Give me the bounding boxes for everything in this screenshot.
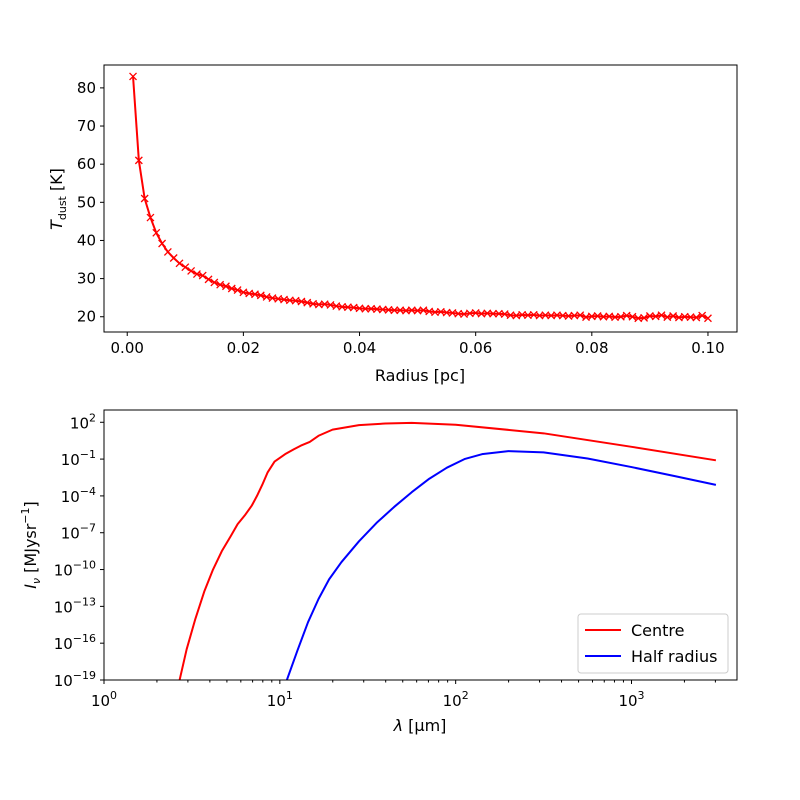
intensity-legend: Centre Half radius — [577, 613, 729, 674]
temperature-point — [657, 311, 666, 320]
temperature-point — [576, 311, 585, 320]
temperature-point — [628, 312, 637, 321]
legend-label-half-radius: Half radius — [631, 647, 717, 666]
intensity-y-axis-unit-post: ] — [21, 501, 40, 507]
temperature-point — [256, 291, 265, 300]
temperature-y-tick-label: 40 — [77, 231, 96, 249]
temperature-point — [669, 312, 678, 320]
intensity-x-tick-label: 103 — [618, 689, 644, 710]
temperature-x-axis-label: Radius [pc] — [375, 366, 465, 385]
temperature-point — [704, 314, 712, 323]
temperature-x-tick-label: 0.10 — [691, 339, 724, 357]
temperature-y-tick-label: 30 — [77, 270, 96, 288]
temperature-point — [152, 228, 161, 237]
intensity-x-tick-label: 102 — [443, 689, 469, 710]
intensity-x-axis-unit: [µm] — [403, 716, 446, 735]
temperature-y-axis-unit: [K] — [47, 168, 66, 196]
temperature-point — [692, 313, 701, 322]
temperature-point — [146, 213, 155, 222]
intensity-y-tick-label: 10−10 — [54, 559, 96, 580]
legend-box — [577, 613, 729, 674]
temperature-point — [129, 72, 137, 81]
intensity-y-tick-label: 10−13 — [54, 595, 96, 616]
temperature-point — [198, 271, 207, 280]
intensity-y-axis-var: I — [21, 584, 40, 589]
temperature-point — [361, 304, 370, 313]
intensity-y-tick-label: 102 — [70, 411, 96, 432]
temperature-line — [132, 76, 709, 320]
legend-label-centre: Centre — [631, 621, 685, 640]
temperature-point — [227, 284, 236, 293]
temperature-y-axis-var: T — [47, 219, 66, 230]
intensity-y-axis-label: Iν [MJysr−1] — [19, 501, 43, 589]
temperature-y-ticks: 20 30 40 50 60 70 80 — [77, 79, 104, 326]
temperature-point — [204, 275, 213, 284]
intensity-y-axis-unit-pre: [MJysr — [21, 523, 40, 578]
intensity-line-centre — [178, 421, 717, 680]
temperature-series — [129, 72, 712, 323]
temperature-point — [489, 309, 498, 318]
temperature-x-tick-label: 0.04 — [343, 339, 376, 357]
temperature-point — [163, 247, 172, 256]
intensity-y-tick-label: 10−4 — [61, 485, 96, 506]
temperature-y-tick-label: 70 — [77, 117, 96, 135]
temperature-x-tick-label: 0.02 — [227, 339, 260, 357]
temperature-point — [140, 194, 149, 203]
temperature-point — [698, 311, 707, 320]
temperature-point — [158, 239, 167, 248]
intensity-y-ticks: 102 10−1 10−4 10−7 10−10 10−13 10−16 10−19 — [54, 411, 104, 690]
temperature-plot-frame — [103, 64, 738, 333]
temperature-x-tick-label: 0.08 — [575, 339, 608, 357]
temperature-point — [390, 306, 399, 315]
intensity-panel: 100 101 102 103 10210−110−410−710−1010−1310… — [19, 409, 738, 735]
intensity-x-tick-label: 101 — [267, 689, 293, 710]
temperature-point — [181, 263, 190, 272]
intensity-x-axis-var: λ — [393, 716, 403, 735]
temperature-point — [187, 267, 196, 275]
temperature-y-tick-label: 60 — [77, 155, 96, 173]
intensity-y-tick-label: 10−16 — [54, 632, 96, 653]
intensity-y-axis-sub: ν — [30, 578, 43, 584]
temperature-y-axis-sub: dust — [56, 195, 69, 220]
temperature-point — [216, 280, 225, 289]
intensity-y-tick-label: 10−19 — [54, 669, 96, 690]
intensity-y-tick-label: 10−7 — [61, 522, 96, 543]
temperature-y-axis-label: Tdust [K] — [47, 168, 69, 230]
intensity-series — [178, 421, 717, 680]
temperature-x-tick-label: 0.06 — [459, 339, 492, 357]
intensity-y-tick-label: 10−1 — [61, 448, 96, 469]
temperature-x-ticks: 0.00 0.02 0.04 0.06 0.08 0.10 — [111, 332, 725, 357]
temperature-panel: 0.00 0.02 0.04 0.06 0.08 0.10 20304050607080 … — [47, 64, 738, 385]
temperature-y-tick-label: 50 — [77, 193, 96, 211]
intensity-line-half-radius — [285, 450, 717, 680]
temperature-point — [175, 259, 184, 268]
temperature-point — [192, 270, 201, 278]
temperature-point — [233, 286, 242, 295]
intensity-x-tick-label: 100 — [91, 689, 117, 710]
temperature-point — [640, 313, 649, 322]
temperature-point — [134, 156, 143, 165]
intensity-plot-frame — [103, 409, 738, 681]
intensity-x-axis-label: λ [µm] — [393, 716, 447, 735]
temperature-y-tick-label: 80 — [77, 79, 96, 97]
intensity-x-ticks: 100 101 102 103 — [91, 680, 716, 710]
temperature-x-tick-label: 0.00 — [111, 339, 144, 357]
temperature-y-tick-label: 20 — [77, 308, 96, 326]
temperature-point — [210, 278, 219, 287]
temperature-point — [221, 282, 230, 291]
intensity-y-axis-unit-sup: −1 — [19, 507, 32, 523]
